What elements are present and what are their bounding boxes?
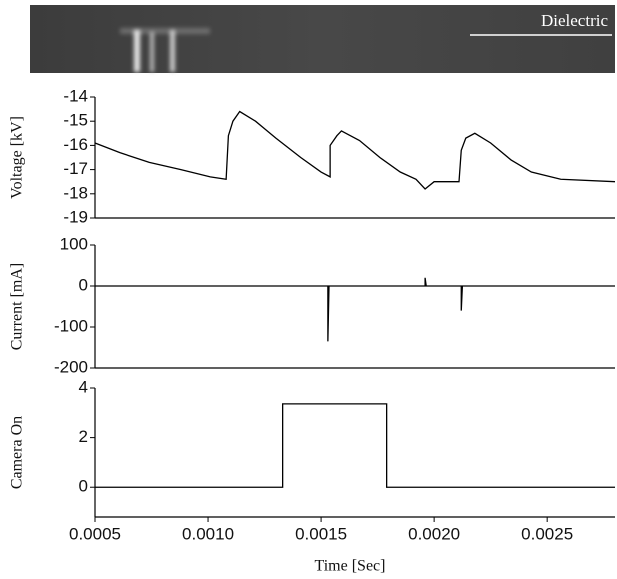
y-tick-label: 0 xyxy=(79,477,88,496)
y-tick-label: -19 xyxy=(63,207,88,226)
y-tick-label: -18 xyxy=(63,183,88,202)
x-tick-label: 0.0020 xyxy=(408,524,460,543)
y-axis-title: Current [mA] xyxy=(9,263,26,351)
y-tick-label: -16 xyxy=(63,135,88,154)
y-tick-label: 2 xyxy=(79,427,88,446)
data-line xyxy=(94,110,616,190)
y-tick-label: -200 xyxy=(54,357,88,376)
discharge-streaks xyxy=(120,28,210,72)
y-tick-label: -14 xyxy=(63,86,88,105)
y-axis-title: Voltage [kV] xyxy=(9,116,26,199)
y-tick-label: 4 xyxy=(79,377,88,396)
y-tick-label: 100 xyxy=(60,234,88,253)
data-line xyxy=(95,277,615,342)
x-tick-label: 0.0005 xyxy=(69,524,121,543)
camera-image: Dielectric xyxy=(30,5,615,73)
x-tick-label: 0.0015 xyxy=(295,524,347,543)
x-tick-label: 0.0025 xyxy=(521,524,573,543)
x-tick-label: 0.0010 xyxy=(182,524,234,543)
y-tick-label: 0 xyxy=(79,275,88,294)
image-label: Dielectric xyxy=(541,11,608,30)
y-tick-label: -100 xyxy=(54,316,88,335)
x-axis-title: Time [Sec] xyxy=(315,558,386,575)
y-axis-title: Camera On xyxy=(9,416,26,489)
image-background xyxy=(30,5,615,73)
data-line xyxy=(95,403,615,488)
y-tick-label: -15 xyxy=(63,111,88,130)
y-tick-label: -17 xyxy=(63,159,88,178)
